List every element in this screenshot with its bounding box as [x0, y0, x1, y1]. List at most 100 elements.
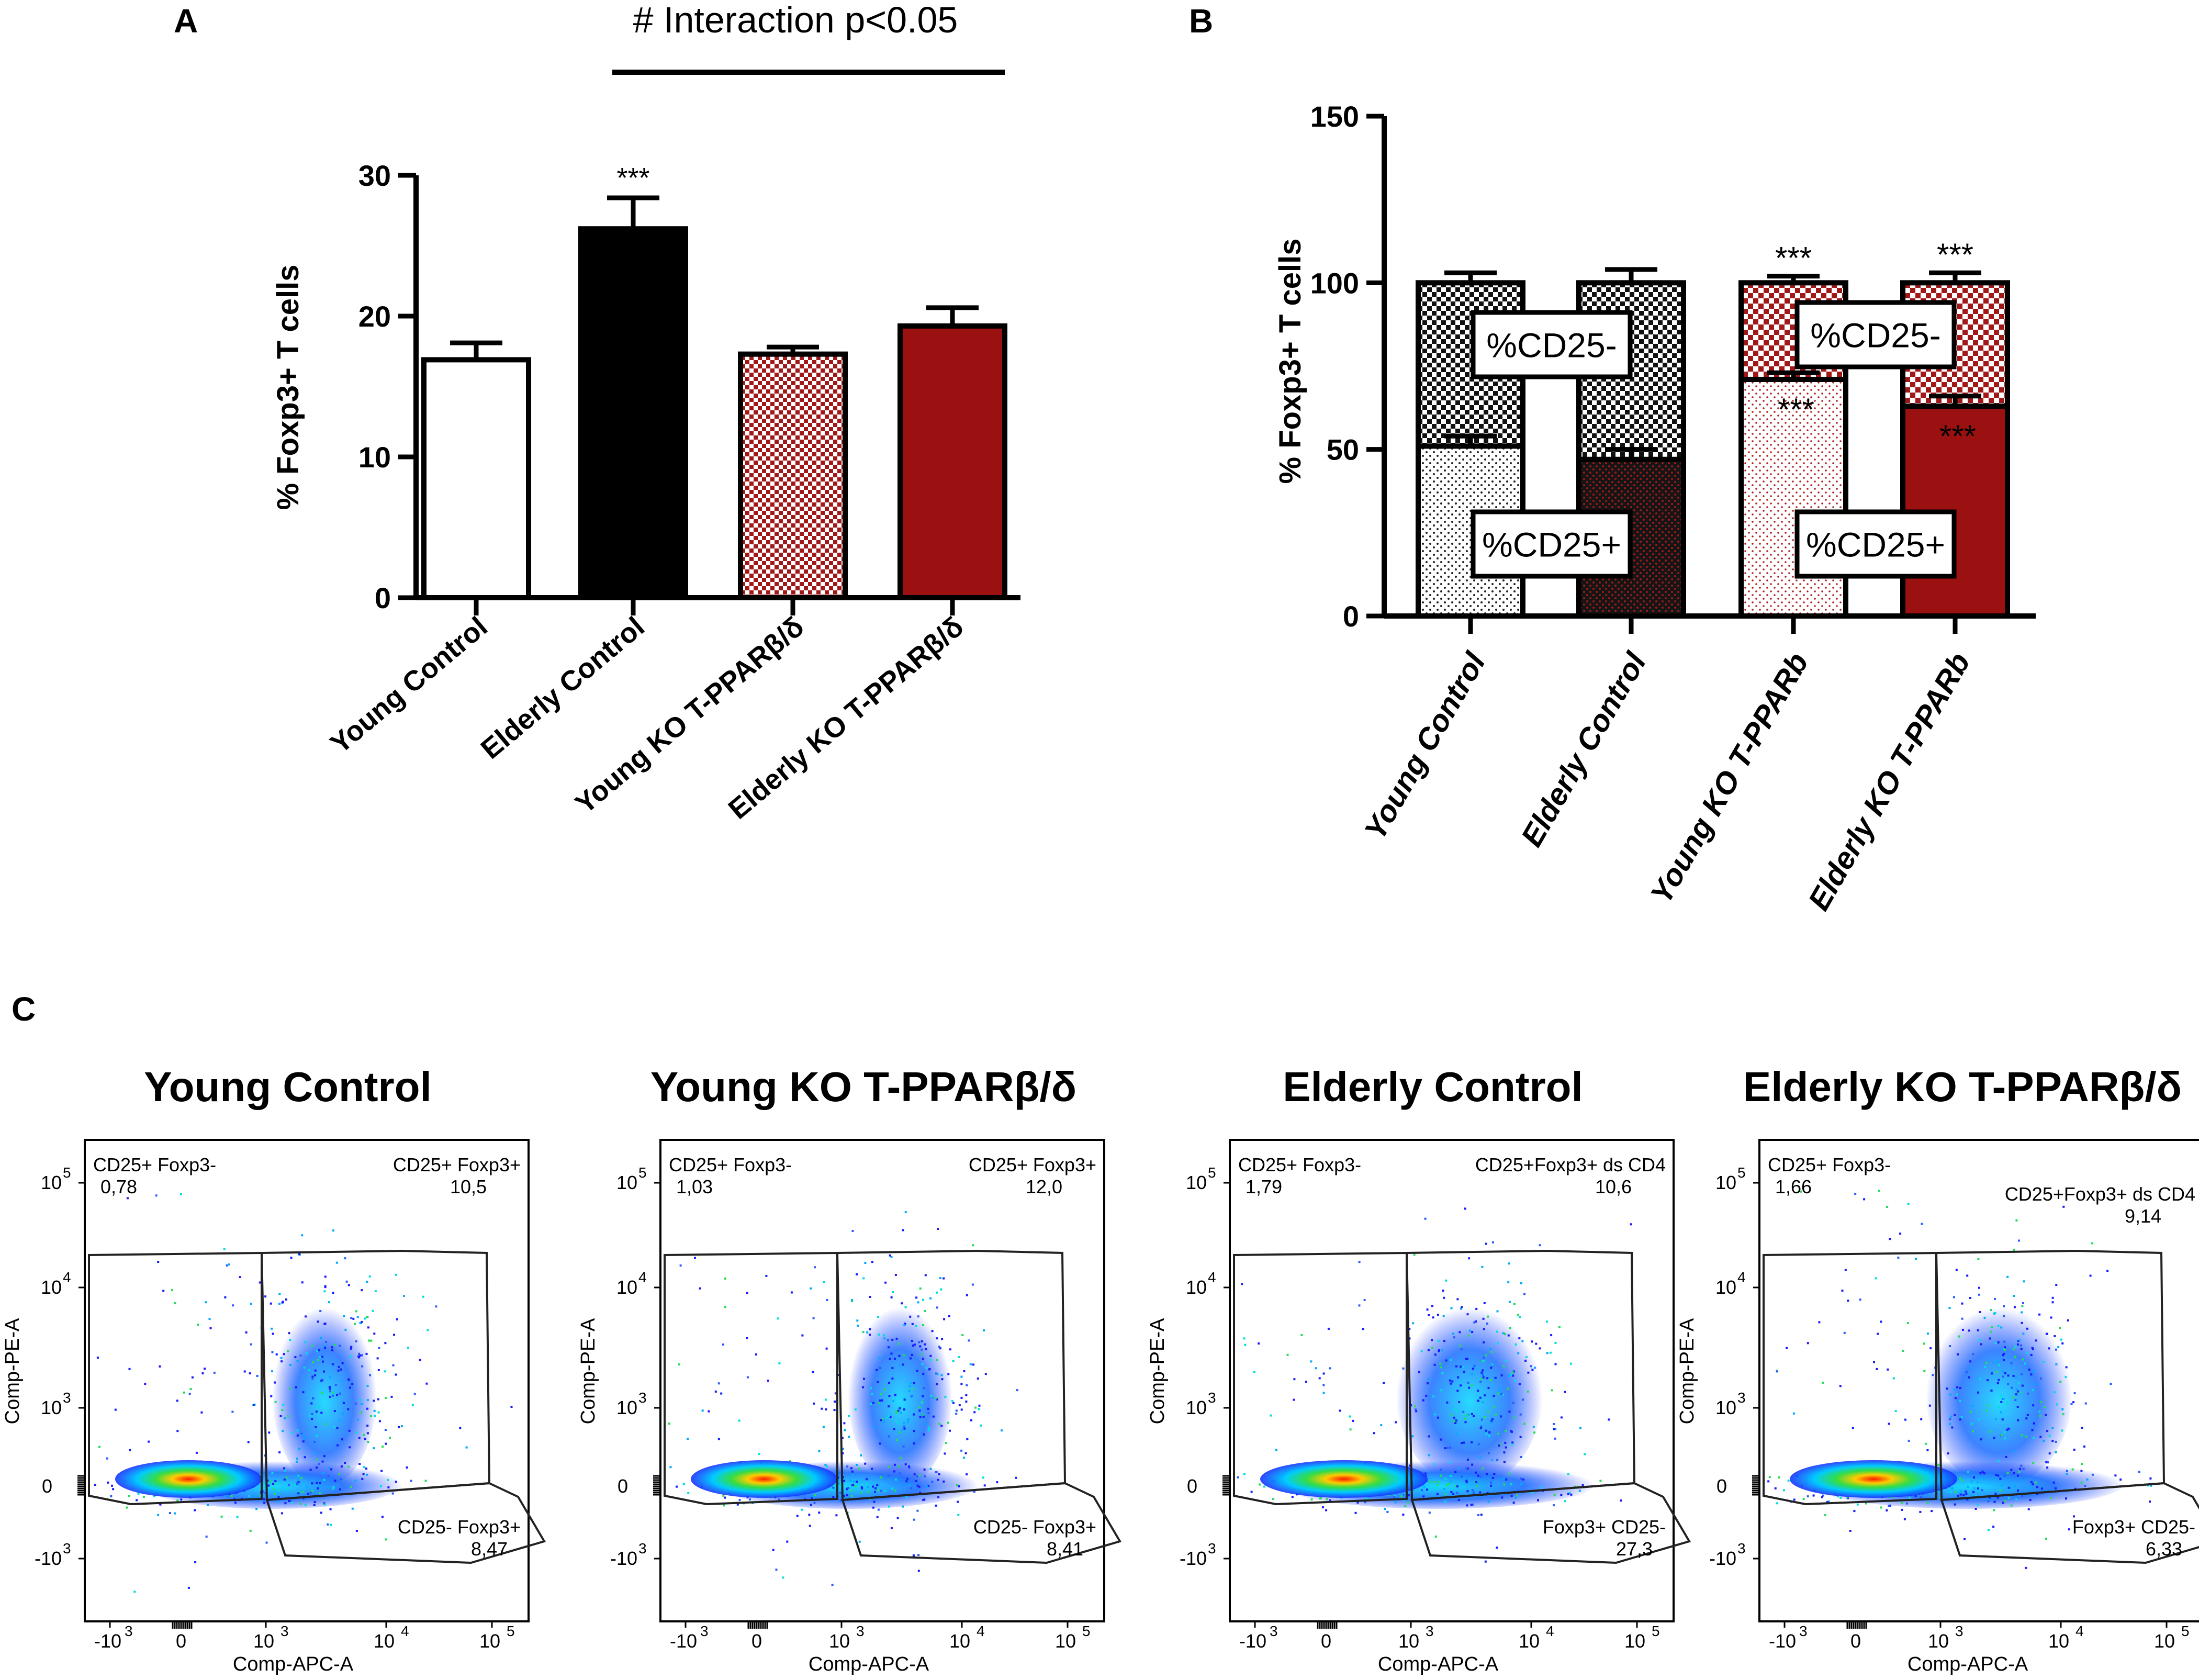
flow-event: [1480, 1514, 1483, 1516]
flow-event: [128, 1368, 131, 1370]
flow-event: [2053, 1391, 2056, 1394]
gate-br-name: CD25- Foxp3+: [398, 1516, 521, 1538]
flow-event: [1475, 1320, 1477, 1323]
flow-event: [1386, 1510, 1389, 1513]
flow-event: [746, 1337, 748, 1339]
flow-event: [1310, 1360, 1312, 1363]
flow-density-core: [1260, 1460, 1428, 1498]
flow-event: [96, 1357, 99, 1359]
flow-event: [790, 1291, 793, 1294]
flow-event: [285, 1476, 288, 1479]
flow-event: [243, 1370, 246, 1373]
gate-tl-value: 1,03: [676, 1176, 713, 1197]
flow-event: [2017, 1390, 2020, 1393]
flow-event: [924, 1310, 926, 1312]
flow-event: [919, 1345, 922, 1348]
flow-event: [1434, 1487, 1437, 1490]
flow-event: [1408, 1328, 1411, 1330]
flow-event: [143, 1495, 145, 1498]
flow-ytick-exponent: 5: [638, 1164, 647, 1181]
flow-event: [1503, 1451, 1506, 1454]
flow-event: [2039, 1436, 2042, 1438]
flow-event: [1449, 1481, 1452, 1483]
flow-event: [1426, 1488, 1429, 1491]
flow-event: [1496, 1330, 1498, 1333]
flow-event: [935, 1397, 937, 1399]
flow-event: [880, 1476, 882, 1479]
flow-event: [332, 1487, 334, 1490]
flow-event: [327, 1485, 329, 1488]
flow-event: [965, 1401, 968, 1403]
flow-event: [1907, 1203, 1910, 1205]
flow-ytick-label: 10: [41, 1172, 62, 1193]
flow-xtick-exponent: 3: [1955, 1623, 1964, 1639]
flow-event: [316, 1350, 319, 1352]
flow-event: [1436, 1493, 1439, 1496]
flow-event: [249, 1372, 251, 1375]
flow-event: [297, 1474, 300, 1477]
flow-event: [1465, 1467, 1468, 1470]
flow-x-axis-label: Comp-APC-A: [1378, 1653, 1499, 1675]
flow-event: [281, 1409, 284, 1412]
flow-xtick-label: 10: [1624, 1630, 1645, 1652]
flow-event: [922, 1395, 924, 1397]
flow-event: [2039, 1377, 2042, 1380]
flow-event: [1424, 1472, 1427, 1475]
flow-event: [1767, 1480, 1770, 1483]
flow-event: [2011, 1386, 2013, 1389]
flow-event: [767, 1380, 769, 1382]
flow-ytick-label: 10: [1715, 1276, 1736, 1298]
flow-event: [1969, 1360, 1972, 1363]
flow-event: [226, 1264, 228, 1267]
flow-event: [850, 1484, 853, 1486]
flow-event: [2026, 1327, 2028, 1330]
flow-event: [850, 1467, 852, 1470]
flow-event: [821, 1407, 823, 1410]
flow-event: [1329, 1499, 1331, 1502]
flow-event: [1972, 1430, 1974, 1432]
flow-event: [1995, 1474, 1998, 1476]
flow-event: [917, 1315, 919, 1318]
flow-event: [1490, 1484, 1493, 1487]
flow-event: [2089, 1274, 2092, 1277]
flow-event: [812, 1496, 815, 1498]
flow-event: [312, 1361, 315, 1363]
flow-event: [1443, 1296, 1445, 1299]
flow-event: [1841, 1290, 1844, 1292]
flow-event: [338, 1419, 341, 1422]
flow-event: [200, 1411, 203, 1414]
flow-event: [883, 1334, 885, 1337]
flow-event: [1994, 1342, 1997, 1345]
flow-density-upper: [1926, 1298, 2072, 1486]
flow-event: [884, 1281, 887, 1284]
flow-event: [2025, 1566, 2027, 1569]
flow-event: [921, 1402, 924, 1404]
flow-event: [883, 1337, 886, 1340]
flow-event: [2006, 1472, 2009, 1474]
flow-event: [878, 1402, 880, 1404]
flow-event: [1812, 1494, 1815, 1497]
flow-event: [2021, 1311, 2023, 1314]
flow-event: [1481, 1265, 1484, 1268]
flow-event: [1373, 1432, 1375, 1435]
flow-event: [311, 1345, 313, 1347]
flow-event: [1846, 1496, 1849, 1498]
flow-event: [1998, 1379, 2000, 1381]
flow-event: [411, 1404, 414, 1406]
flow-event: [1511, 1443, 1513, 1446]
flow-event: [1992, 1361, 1995, 1364]
flow-event: [2012, 1450, 2015, 1452]
flow-event: [1471, 1331, 1474, 1334]
flow-event: [205, 1536, 208, 1538]
flow-event: [1854, 1193, 1857, 1195]
flow-xtick-label: 10: [1928, 1630, 1949, 1652]
flow-event: [329, 1387, 331, 1390]
flow-event: [1291, 1496, 1294, 1498]
flow-event: [1818, 1321, 1821, 1324]
flow-event: [909, 1315, 912, 1318]
flow-event: [366, 1473, 368, 1476]
flow-event: [871, 1261, 873, 1263]
flow-gate-cd25minus-foxp3plus: [265, 1482, 546, 1564]
flow-event: [355, 1530, 358, 1532]
flow-event: [943, 1277, 945, 1280]
